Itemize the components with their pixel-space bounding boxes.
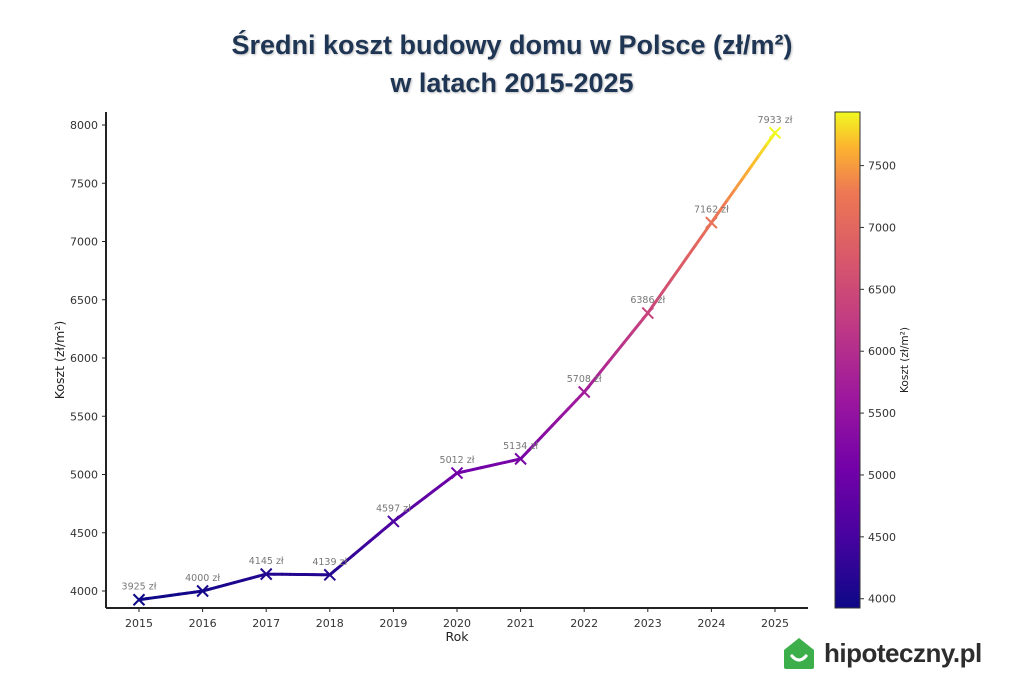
y-tick-label: 7500 bbox=[70, 177, 98, 190]
data-label: 4139 zł bbox=[312, 557, 347, 568]
colorbar-tick-label: 4500 bbox=[868, 531, 896, 544]
x-tick-label: 2019 bbox=[379, 617, 407, 630]
x-axis-label: Rok bbox=[445, 629, 469, 644]
data-label: 5134 zł bbox=[503, 441, 538, 452]
x-tick-label: 2024 bbox=[697, 617, 725, 630]
data-label: 3925 zł bbox=[122, 582, 157, 593]
data-label: 7933 zł bbox=[758, 115, 793, 126]
chart-title: Średni koszt budowy domu w Polsce (zł/m²… bbox=[0, 26, 1024, 102]
colorbar-tick-label: 5500 bbox=[868, 407, 896, 420]
colorbar-tick-label: 6500 bbox=[868, 283, 896, 296]
x-tick-label: 2020 bbox=[443, 617, 471, 630]
colorbar-label: Koszt (zł/m²) bbox=[899, 327, 911, 393]
y-tick-label: 7000 bbox=[70, 236, 98, 249]
brand-name: hipoteczny.pl bbox=[824, 637, 982, 668]
chart-title-line-2: w latach 2015-2025 bbox=[390, 68, 634, 98]
house-smile-icon bbox=[784, 638, 814, 669]
x-tick-label: 2018 bbox=[316, 617, 344, 630]
x-tick-label: 2015 bbox=[125, 617, 153, 630]
x-tick-label: 2023 bbox=[634, 617, 662, 630]
data-label: 4597 zł bbox=[376, 503, 411, 514]
data-point-marker bbox=[577, 385, 591, 399]
y-tick-label: 8000 bbox=[70, 119, 98, 132]
colorbar-tick-label: 7500 bbox=[868, 160, 896, 173]
y-tick-label: 5500 bbox=[70, 410, 98, 423]
x-tick-label: 2017 bbox=[252, 617, 280, 630]
data-point-marker bbox=[768, 126, 782, 140]
y-tick-label: 5000 bbox=[70, 469, 98, 482]
y-tick-label: 6500 bbox=[70, 294, 98, 307]
data-point-marker bbox=[641, 306, 655, 320]
y-tick-label: 4500 bbox=[70, 527, 98, 540]
colorbar-tick-label: 7000 bbox=[868, 221, 896, 234]
data-point-marker bbox=[196, 584, 209, 598]
data-point-marker bbox=[705, 216, 718, 229]
data-point-marker bbox=[387, 515, 400, 528]
plot-axes: 4000 4500 5000 5500 6000 6500 7000 7500 8000 2015… bbox=[52, 112, 808, 644]
chart-title-line-1: Średni koszt budowy domu w Polsce (zł/m²… bbox=[231, 30, 793, 60]
colorbar-tick-label: 4000 bbox=[868, 593, 896, 606]
colorbar-tick-label: 5000 bbox=[868, 469, 896, 482]
x-tick-label: 2021 bbox=[507, 617, 535, 630]
y-axis-label: Koszt (zł/m²) bbox=[52, 321, 67, 399]
colorbar-tick-label: 6000 bbox=[868, 345, 896, 358]
y-tick-label: 6000 bbox=[70, 352, 98, 365]
x-tick-label: 2025 bbox=[761, 617, 789, 630]
brand-logo: hipoteczny.pl bbox=[782, 633, 982, 673]
data-label: 5012 zł bbox=[440, 455, 475, 466]
colorbar-gradient bbox=[834, 111, 861, 609]
data-point-marker bbox=[132, 593, 146, 606]
data-label: 6386 zł bbox=[630, 295, 665, 306]
data-label: 4000 zł bbox=[185, 573, 220, 584]
data-point-marker bbox=[514, 452, 527, 466]
data-point-marker bbox=[450, 466, 464, 480]
y-tick-label: 4000 bbox=[70, 585, 98, 598]
x-tick-label: 2016 bbox=[189, 617, 217, 630]
data-series: 3925 zł 4000 zł 4145 zł 4139 zł 4597 zł 5012 … bbox=[122, 115, 793, 606]
data-label: 5708 zł bbox=[567, 374, 602, 385]
x-tick-label: 2022 bbox=[570, 617, 598, 630]
data-label: 7162 zł bbox=[694, 205, 729, 216]
data-label: 4145 zł bbox=[249, 556, 284, 567]
colorbar: 4000 4500 5000 5500 6000 6500 7000 7500 Koszt (z… bbox=[834, 111, 911, 609]
data-point-marker bbox=[323, 568, 337, 582]
data-point-marker bbox=[259, 567, 273, 581]
